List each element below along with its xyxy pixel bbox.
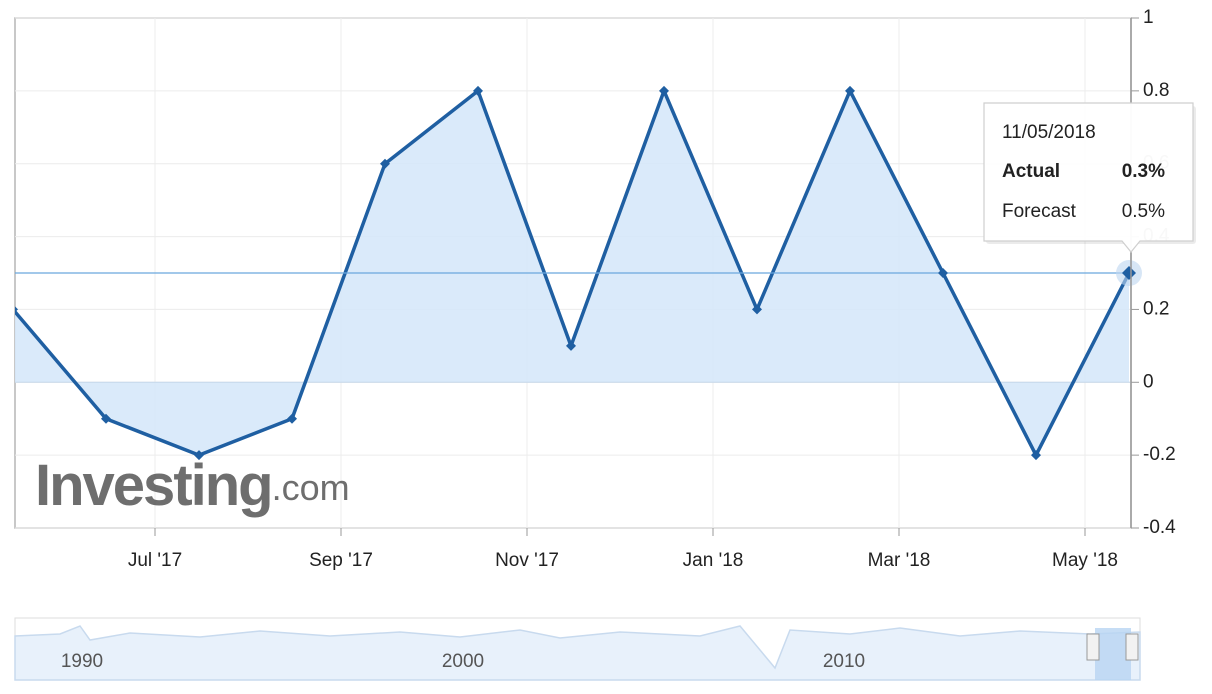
navigator-label: 2000 xyxy=(442,651,484,672)
y-tick-label: -0.4 xyxy=(1143,517,1176,538)
point xyxy=(287,413,297,424)
tooltip-label: Forecast xyxy=(1002,201,1077,222)
x-tick-label: Nov '17 xyxy=(495,550,559,571)
point xyxy=(101,413,111,424)
point xyxy=(659,85,669,96)
y-tick-label: 0.2 xyxy=(1143,298,1169,319)
point xyxy=(15,306,18,313)
point xyxy=(1122,266,1136,280)
area xyxy=(15,90,1129,456)
tooltip-label: Actual xyxy=(1002,161,1060,182)
watermark-suffix: .com xyxy=(272,467,350,508)
y-tick-label: 1 xyxy=(1143,7,1154,28)
tooltip-date: 11/05/2018 xyxy=(1002,122,1096,143)
navigator-selection[interactable] xyxy=(1095,628,1131,680)
series xyxy=(15,85,1142,461)
tooltip-value: 0.3% xyxy=(1122,161,1165,182)
point xyxy=(194,450,204,461)
point xyxy=(566,340,576,351)
watermark-brand: Investing xyxy=(35,453,272,518)
tooltip-value: 0.5% xyxy=(1122,201,1165,222)
y-tick-label: -0.2 xyxy=(1143,444,1176,465)
x-tick-label: Sep '17 xyxy=(309,550,373,571)
navigator: 1990 2000 2010 xyxy=(14,617,1141,681)
navigator-handle[interactable] xyxy=(1086,633,1100,661)
y-tick-label: 0.8 xyxy=(1143,80,1169,101)
point xyxy=(1031,450,1041,461)
navigator-label: 1990 xyxy=(61,651,103,672)
point xyxy=(473,85,483,96)
point xyxy=(938,268,948,278)
watermark: Investing.com xyxy=(35,453,350,518)
navigator-sparkline xyxy=(14,625,1141,681)
tooltip: 11/05/2018 Actual 0.3% Forecast 0.5% xyxy=(983,102,1196,253)
x-tick-label: Mar '18 xyxy=(868,550,931,571)
point xyxy=(380,158,390,169)
x-tick-label: May '18 xyxy=(1052,550,1118,571)
navigator-label: 2010 xyxy=(823,651,865,672)
tooltip-box xyxy=(983,102,1194,253)
point xyxy=(752,304,762,315)
x-tick-label: Jul '17 xyxy=(128,550,182,571)
point xyxy=(845,85,855,96)
navigator-handle[interactable] xyxy=(1125,633,1139,661)
y-tick-label: 0 xyxy=(1143,371,1154,392)
x-tick-label: Jan '18 xyxy=(683,550,744,571)
